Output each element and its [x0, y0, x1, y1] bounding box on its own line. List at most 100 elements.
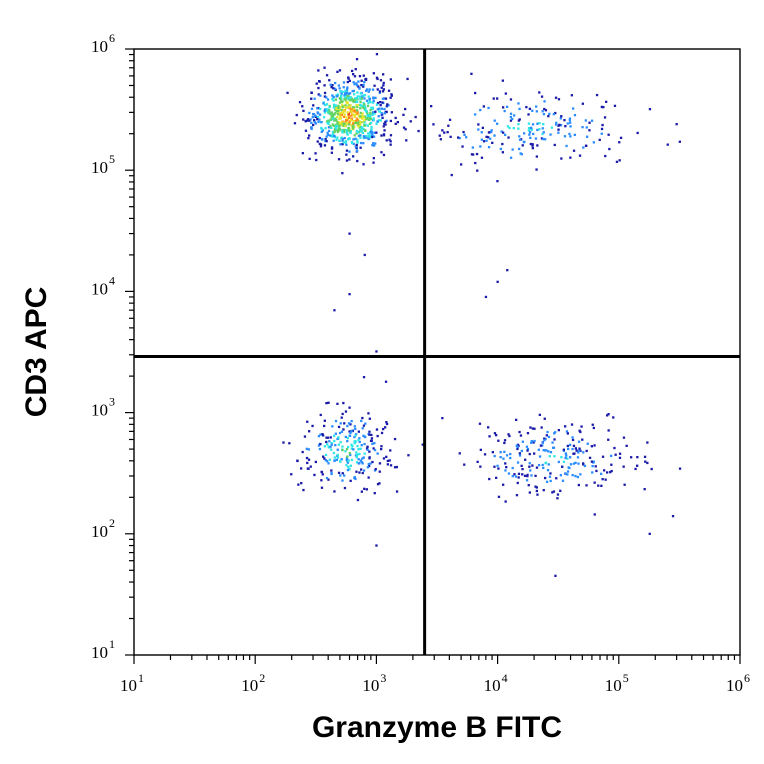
event-point: [482, 105, 485, 108]
event-point: [325, 103, 328, 106]
event-point: [582, 451, 585, 454]
event-point: [331, 97, 334, 101]
event-point: [341, 172, 344, 175]
event-point: [338, 431, 342, 435]
event-point: [334, 419, 338, 423]
event-point: [580, 425, 583, 428]
event-point: [320, 486, 324, 489]
event-point: [409, 120, 412, 123]
event-point: [362, 142, 365, 145]
event-point: [317, 120, 320, 124]
event-point: [578, 154, 582, 157]
event-point: [545, 480, 549, 483]
event-point: [519, 434, 523, 437]
event-point: [336, 115, 339, 119]
event-point: [351, 113, 354, 116]
event-point: [307, 448, 310, 451]
event-point: [350, 458, 354, 462]
event-point: [506, 269, 509, 272]
event-point: [379, 119, 382, 122]
event-point: [511, 148, 514, 151]
event-point: [316, 107, 319, 110]
event-point: [363, 452, 366, 455]
event-point: [314, 152, 317, 155]
event-point: [562, 460, 566, 463]
event-point: [317, 86, 320, 90]
event-point: [475, 152, 479, 156]
event-point: [504, 133, 507, 136]
event-point: [492, 97, 495, 100]
event-point: [367, 137, 371, 141]
event-point: [531, 144, 534, 147]
event-point: [356, 105, 359, 109]
event-point: [344, 140, 348, 143]
event-point: [553, 455, 556, 458]
event-point: [310, 91, 313, 94]
event-point: [354, 433, 358, 436]
event-point: [521, 440, 524, 443]
event-point: [360, 127, 364, 130]
event-point: [373, 442, 376, 445]
event-point: [368, 430, 371, 433]
event-point: [326, 443, 329, 446]
event-point: [344, 450, 347, 453]
event-point: [346, 424, 349, 428]
event-point: [536, 493, 539, 496]
event-point: [381, 113, 384, 116]
event-point: [363, 124, 366, 127]
event-point: [362, 83, 365, 87]
event-point: [390, 93, 393, 96]
event-point: [357, 439, 360, 442]
event-point: [365, 488, 368, 491]
event-point: [348, 107, 351, 110]
event-point: [311, 116, 314, 119]
event-point: [347, 422, 351, 425]
event-point: [349, 104, 352, 107]
event-point: [352, 73, 355, 76]
y-tick-exponent: 5: [109, 152, 115, 166]
event-point: [357, 80, 360, 83]
event-point: [368, 98, 371, 101]
event-point: [511, 475, 514, 478]
event-point: [336, 129, 339, 132]
event-point: [320, 121, 323, 124]
event-point: [461, 145, 464, 148]
event-point: [340, 416, 343, 419]
event-point: [563, 119, 566, 122]
event-point: [324, 104, 327, 107]
event-point: [572, 107, 575, 110]
event-point: [592, 426, 595, 430]
event-point: [490, 129, 493, 132]
event-point: [331, 133, 334, 136]
event-point: [338, 117, 341, 121]
event-point: [531, 109, 534, 112]
event-point: [375, 544, 378, 547]
event-point: [351, 141, 354, 145]
event-point: [607, 429, 610, 432]
event-point: [369, 114, 372, 118]
event-point: [536, 128, 539, 132]
event-point: [336, 124, 339, 128]
event-point: [531, 143, 534, 146]
event-point: [349, 431, 352, 435]
event-point: [516, 481, 519, 485]
event-point: [353, 476, 356, 479]
event-point: [636, 456, 639, 459]
event-point: [336, 136, 339, 139]
event-point: [325, 96, 328, 99]
event-point: [359, 123, 362, 126]
event-point: [591, 423, 594, 426]
event-point: [363, 105, 367, 108]
event-point: [319, 413, 322, 417]
event-point: [347, 127, 351, 130]
event-point: [402, 126, 406, 129]
event-point: [343, 137, 346, 140]
event-point: [318, 118, 321, 121]
y-tick-label: 10: [91, 37, 108, 56]
event-point: [321, 473, 324, 476]
event-point: [325, 135, 328, 138]
event-point: [337, 104, 340, 107]
event-point: [370, 106, 373, 109]
event-point: [342, 124, 345, 127]
event-point: [360, 419, 363, 423]
